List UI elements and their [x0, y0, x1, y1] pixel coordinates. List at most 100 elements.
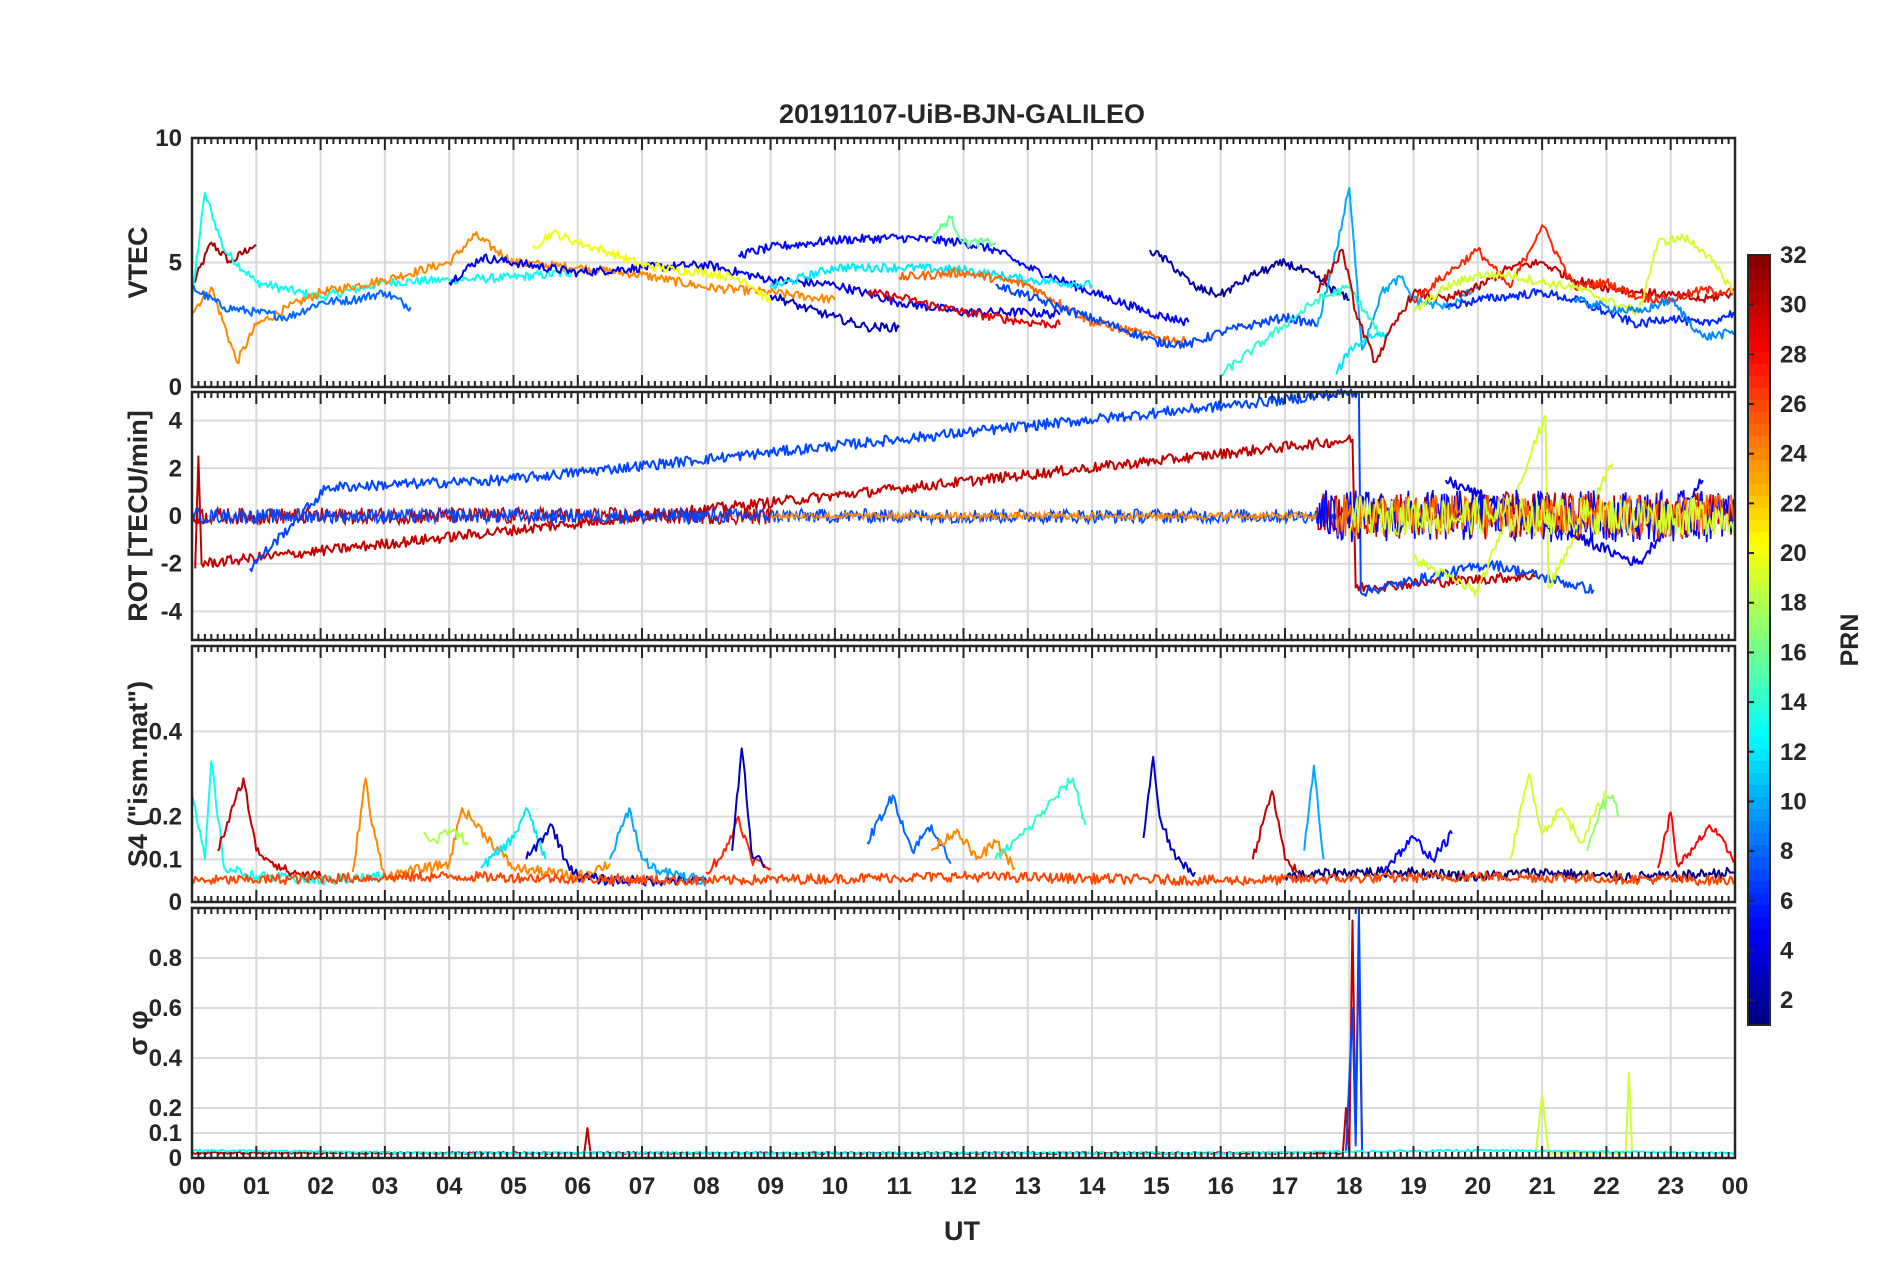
colorbar-segment — [1748, 327, 1770, 340]
y-tick-label: 4 — [169, 408, 183, 435]
y-axis-label: VTEC — [123, 226, 153, 298]
x-tick-label: 18 — [1336, 1173, 1363, 1200]
colorbar-segment — [1748, 652, 1770, 665]
x-tick-label: 17 — [1272, 1173, 1299, 1200]
colorbar-tick-label: 30 — [1780, 292, 1807, 319]
chart-title: 20191107-UiB-BJN-GALILEO — [779, 99, 1145, 129]
y-tick-label: 0.4 — [149, 718, 183, 745]
x-tick-label: 11 — [887, 1173, 912, 1200]
x-tick-label: 10 — [822, 1173, 849, 1200]
series-line-prn-19 — [1509, 773, 1607, 860]
x-minor-ticks — [191, 646, 1736, 902]
colorbar-segment — [1748, 904, 1770, 918]
x-tick-label: 03 — [372, 1173, 399, 1200]
x-tick-label: 22 — [1593, 1173, 1620, 1200]
x-tick-label: 23 — [1657, 1173, 1684, 1200]
x-tick-label: 19 — [1400, 1173, 1427, 1200]
series-line-prn-26 — [191, 870, 1736, 887]
series-line-prn-7 — [249, 388, 1595, 597]
y-tick-label: 0.1 — [149, 1120, 182, 1147]
x-tick-label: 00 — [1722, 1173, 1749, 1200]
colorbar-segment — [1748, 676, 1770, 689]
y-tick-label: -4 — [161, 598, 183, 625]
colorbar-segment — [1748, 688, 1770, 701]
colorbar-tick-label: 20 — [1780, 540, 1807, 567]
colorbar-segment — [1748, 399, 1770, 413]
colorbar-segment — [1748, 784, 1770, 798]
y-axis-label: ROT [TECU/min] — [123, 410, 153, 621]
colorbar-segment — [1748, 760, 1770, 773]
colorbar-frame — [1747, 254, 1771, 1026]
colorbar-segment — [1748, 315, 1770, 328]
x-tick-label: 05 — [500, 1173, 527, 1200]
colorbar-label: PRN — [1836, 614, 1864, 667]
x-tick-label: 07 — [629, 1173, 656, 1200]
series-line-prn-30 — [194, 434, 1537, 592]
y-axis-label: S4 ("ism.mat") — [123, 681, 153, 867]
y-tick-label: 0 — [169, 1145, 182, 1172]
colorbar-segment — [1748, 387, 1770, 400]
colorbar-tick-label: 16 — [1780, 639, 1807, 666]
series-line-prn-8 — [866, 794, 952, 865]
y-tick-label: 5 — [169, 250, 182, 277]
colorbar-segment — [1748, 567, 1770, 581]
x-tick-label: 02 — [307, 1173, 334, 1200]
colorbar-segment — [1748, 928, 1770, 942]
y-tick-label: 0.8 — [149, 945, 182, 972]
colorbar-segment — [1748, 736, 1770, 749]
y-tick-label: 0.6 — [149, 995, 182, 1022]
x-tick-label: 04 — [436, 1173, 463, 1200]
colorbar-segment — [1748, 988, 1770, 1002]
colorbar-segment — [1748, 796, 1770, 810]
y-tick-label: 0 — [169, 374, 182, 401]
colorbar-segment — [1748, 267, 1770, 280]
y-tick-label: 2 — [169, 455, 182, 482]
colorbar-segment — [1748, 892, 1770, 906]
series-line-prn-3 — [731, 747, 766, 869]
colorbar-segment — [1748, 880, 1770, 894]
colorbar-segment — [1748, 712, 1770, 725]
colorbar-segment — [1748, 435, 1770, 449]
y-tick-label: 0.4 — [149, 1045, 183, 1072]
y-tick-label: 0.2 — [149, 804, 182, 831]
colorbar-segment — [1748, 255, 1770, 268]
colorbar-segment — [1748, 808, 1770, 822]
colorbar-segment — [1748, 916, 1770, 930]
series-line-prn-18 — [423, 828, 470, 846]
colorbar-segment — [1748, 447, 1770, 461]
colorbar-segment — [1748, 531, 1770, 545]
series-line-prn-30 — [1251, 790, 1299, 874]
colorbar-tick-label: 24 — [1780, 441, 1807, 468]
series-line-prn-30 — [216, 777, 322, 881]
y-tick-label: 0 — [169, 503, 182, 530]
series-line-prn-8 — [191, 284, 412, 322]
y-tick-label: 0.2 — [149, 1095, 182, 1122]
colorbar-segment — [1748, 507, 1770, 521]
series-line-prn-16 — [930, 215, 997, 248]
colorbar-segment — [1748, 1012, 1770, 1026]
series-line-prn-27 — [705, 815, 772, 875]
y-tick-label: -2 — [161, 551, 182, 578]
colorbar-tick-label: 12 — [1780, 739, 1807, 766]
colorbar-segment — [1748, 291, 1770, 304]
rot-noise-prn-24 — [770, 509, 1318, 523]
colorbar-segment — [1748, 832, 1770, 846]
x-tick-label: 13 — [1014, 1173, 1041, 1200]
rot-noise-prn-30 — [191, 504, 772, 527]
panel-4: 00.10.2 0.4 0.6 0.8 σ φ 00 01 02 03 04 05 06 07 08 09 1… — [123, 906, 1749, 1200]
y-tick-label: 0 — [169, 889, 182, 916]
colorbar-segment — [1748, 351, 1770, 364]
series-line-prn-14 — [994, 777, 1087, 860]
colorbar-tick-label: 8 — [1780, 838, 1793, 865]
colorbar-segment — [1748, 375, 1770, 388]
x-minor-ticks — [191, 138, 1736, 387]
colorbar-segment — [1748, 820, 1770, 834]
colorbar-segment — [1748, 339, 1770, 352]
x-tick-label: 14 — [1079, 1173, 1106, 1200]
x-axis-label: UT — [944, 1216, 980, 1246]
colorbar-segment — [1748, 664, 1770, 677]
series-line-prn-7 — [995, 283, 1318, 350]
